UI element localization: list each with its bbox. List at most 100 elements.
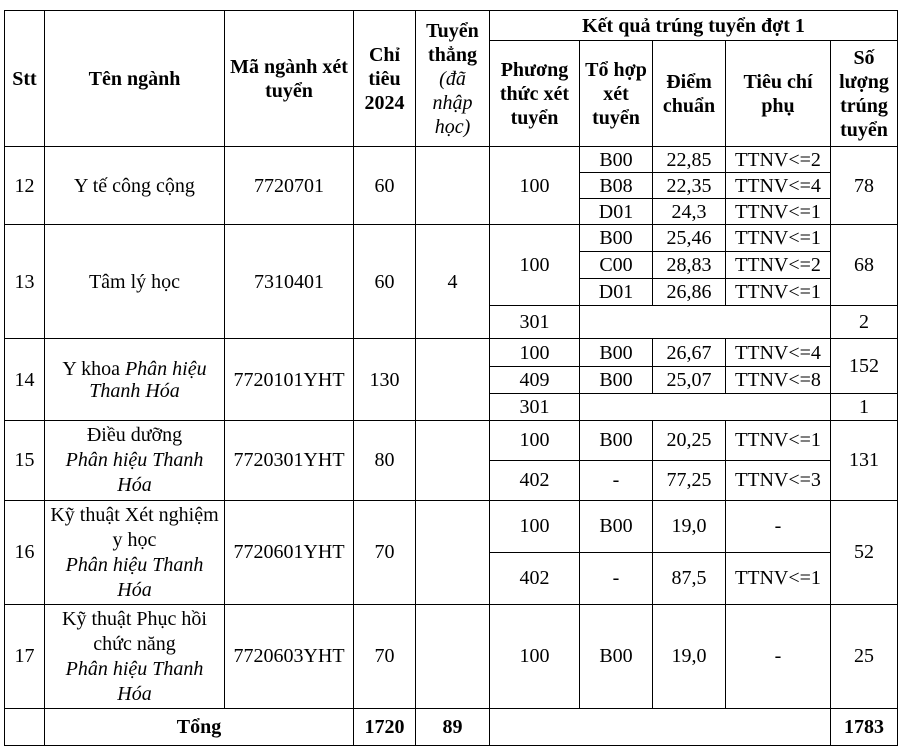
phuong-thuc: 100 bbox=[489, 420, 580, 461]
header-phuong-thuc: Phương thức xét tuyển bbox=[489, 40, 580, 147]
phuong-thuc: 402 bbox=[489, 552, 580, 605]
header-stt: Stt bbox=[4, 10, 45, 147]
diem-chuan: 25,07 bbox=[652, 366, 726, 394]
phuong-thuc: 100 bbox=[489, 338, 580, 367]
tuyen-thang bbox=[415, 604, 490, 709]
so-luong: 2 bbox=[830, 305, 898, 339]
stt: 14 bbox=[4, 338, 45, 421]
tuyen-thang bbox=[415, 500, 490, 605]
phuong-thuc: 100 bbox=[489, 604, 580, 709]
to-hop: B00 bbox=[579, 420, 653, 461]
empty-cell bbox=[4, 708, 45, 746]
to-hop: B00 bbox=[579, 604, 653, 709]
to-hop: B00 bbox=[579, 224, 653, 252]
total-label: Tổng bbox=[44, 708, 354, 746]
ten-nganh: Kỹ thuật Xét nghiệm y học Phân hiệu Thanh… bbox=[44, 500, 225, 605]
ten-nganh: Tâm lý học bbox=[44, 224, 225, 339]
header-tuyen-thang-label: Tuyển thẳng bbox=[426, 19, 479, 66]
to-hop: - bbox=[579, 460, 653, 501]
tieu-chi: TTNV<=4 bbox=[725, 172, 831, 199]
diem-chuan: 24,3 bbox=[652, 198, 726, 225]
phuong-thuc: 409 bbox=[489, 366, 580, 394]
tieu-chi: TTNV<=4 bbox=[725, 338, 831, 367]
diem-chuan: 25,46 bbox=[652, 224, 726, 252]
tieu-chi: TTNV<=8 bbox=[725, 366, 831, 394]
diem-chuan: 19,0 bbox=[652, 500, 726, 553]
ma-nganh: 7720601YHT bbox=[224, 500, 354, 605]
header-so-luong: Số lượng trúng tuyển bbox=[830, 40, 898, 147]
diem-chuan: 26,67 bbox=[652, 338, 726, 367]
admission-results-table: Stt Tên ngành Mã ngành xét tuyển Chỉ tiê… bbox=[4, 10, 898, 746]
total-tuyen-thang: 89 bbox=[415, 708, 490, 746]
ten-nganh-label: Y khoa bbox=[62, 357, 120, 380]
header-diem-chuan: Điểm chuẩn bbox=[652, 40, 726, 147]
to-hop: B00 bbox=[579, 366, 653, 394]
tieu-chi: TTNV<=1 bbox=[725, 552, 831, 605]
diem-chuan: 87,5 bbox=[652, 552, 726, 605]
table-row: 15 Điều dưỡng Phân hiệu Thanh Hóa 7720301… bbox=[4, 420, 898, 501]
stt: 13 bbox=[4, 224, 45, 339]
table-row: 16 Kỹ thuật Xét nghiệm y học Phân hiệu Th… bbox=[4, 500, 898, 605]
ten-nganh: Y khoa Phân hiệu Thanh Hóa bbox=[44, 338, 225, 421]
ten-nganh-label: Kỹ thuật Phục hồi chức năng bbox=[62, 607, 207, 655]
ma-nganh: 7720603YHT bbox=[224, 604, 354, 709]
diem-chuan: 22,85 bbox=[652, 146, 726, 173]
chi-tieu: 60 bbox=[353, 224, 416, 339]
to-hop: B08 bbox=[579, 172, 653, 199]
ten-nganh-note: Phân hiệu Thanh Hóa bbox=[89, 357, 207, 402]
ma-nganh: 7720301YHT bbox=[224, 420, 354, 501]
ten-nganh-note: Phân hiệu Thanh Hóa bbox=[65, 553, 204, 601]
diem-chuan: 77,25 bbox=[652, 460, 726, 501]
tieu-chi: TTNV<=1 bbox=[725, 420, 831, 461]
phuong-thuc: 301 bbox=[489, 305, 580, 339]
tieu-chi: - bbox=[725, 604, 831, 709]
so-luong: 1 bbox=[830, 393, 898, 421]
diem-chuan: 19,0 bbox=[652, 604, 726, 709]
stt: 17 bbox=[4, 604, 45, 709]
tieu-chi: TTNV<=2 bbox=[725, 146, 831, 173]
stt: 16 bbox=[4, 500, 45, 605]
table-row: 17 Kỹ thuật Phục hồi chức năng Phân hiệu … bbox=[4, 604, 898, 709]
table-row: 12 Y tế công cộng 7720701 60 100 B00 22,… bbox=[4, 146, 898, 225]
header-tieu-chi: Tiêu chí phụ bbox=[725, 40, 831, 147]
phuong-thuc: 100 bbox=[489, 500, 580, 553]
tieu-chi: TTNV<=1 bbox=[725, 198, 831, 225]
phuong-thuc: 100 bbox=[489, 224, 580, 306]
so-luong: 25 bbox=[830, 604, 898, 709]
diem-chuan: 22,35 bbox=[652, 172, 726, 199]
chi-tieu: 70 bbox=[353, 604, 416, 709]
diem-chuan: 26,86 bbox=[652, 278, 726, 306]
header-ket-qua: Kết quả trúng tuyển đợt 1 bbox=[489, 10, 898, 41]
so-luong: 68 bbox=[830, 224, 898, 306]
ten-nganh-note: Phân hiệu Thanh Hóa bbox=[65, 449, 204, 496]
so-luong: 52 bbox=[830, 500, 898, 605]
tieu-chi: TTNV<=1 bbox=[725, 224, 831, 252]
tieu-chi: TTNV<=3 bbox=[725, 460, 831, 501]
to-hop: D01 bbox=[579, 278, 653, 306]
empty-cell bbox=[579, 305, 831, 339]
total-row: Tổng 1720 89 1783 bbox=[4, 708, 898, 746]
diem-chuan: 20,25 bbox=[652, 420, 726, 461]
to-hop: B00 bbox=[579, 500, 653, 553]
header-ten-nganh: Tên ngành bbox=[44, 10, 225, 147]
tieu-chi: TTNV<=2 bbox=[725, 251, 831, 279]
header-tuyen-thang: Tuyển thẳng (đã nhập học) bbox=[415, 10, 490, 147]
tieu-chi: TTNV<=1 bbox=[725, 278, 831, 306]
diem-chuan: 28,83 bbox=[652, 251, 726, 279]
ten-nganh-note: Phân hiệu Thanh Hóa bbox=[65, 657, 204, 705]
stt: 12 bbox=[4, 146, 45, 225]
chi-tieu: 70 bbox=[353, 500, 416, 605]
empty-cell bbox=[489, 708, 831, 746]
phuong-thuc: 100 bbox=[489, 146, 580, 225]
to-hop: B00 bbox=[579, 146, 653, 173]
so-luong: 131 bbox=[830, 420, 898, 501]
to-hop: D01 bbox=[579, 198, 653, 225]
tuyen-thang: 4 bbox=[415, 224, 490, 339]
header-chi-tieu: Chỉ tiêu 2024 bbox=[353, 10, 416, 147]
ten-nganh-label: Kỹ thuật Xét nghiệm y học bbox=[50, 503, 219, 551]
to-hop: - bbox=[579, 552, 653, 605]
ten-nganh: Y tế công cộng bbox=[44, 146, 225, 225]
so-luong: 78 bbox=[830, 146, 898, 225]
stt: 15 bbox=[4, 420, 45, 501]
total-so-luong: 1783 bbox=[830, 708, 898, 746]
